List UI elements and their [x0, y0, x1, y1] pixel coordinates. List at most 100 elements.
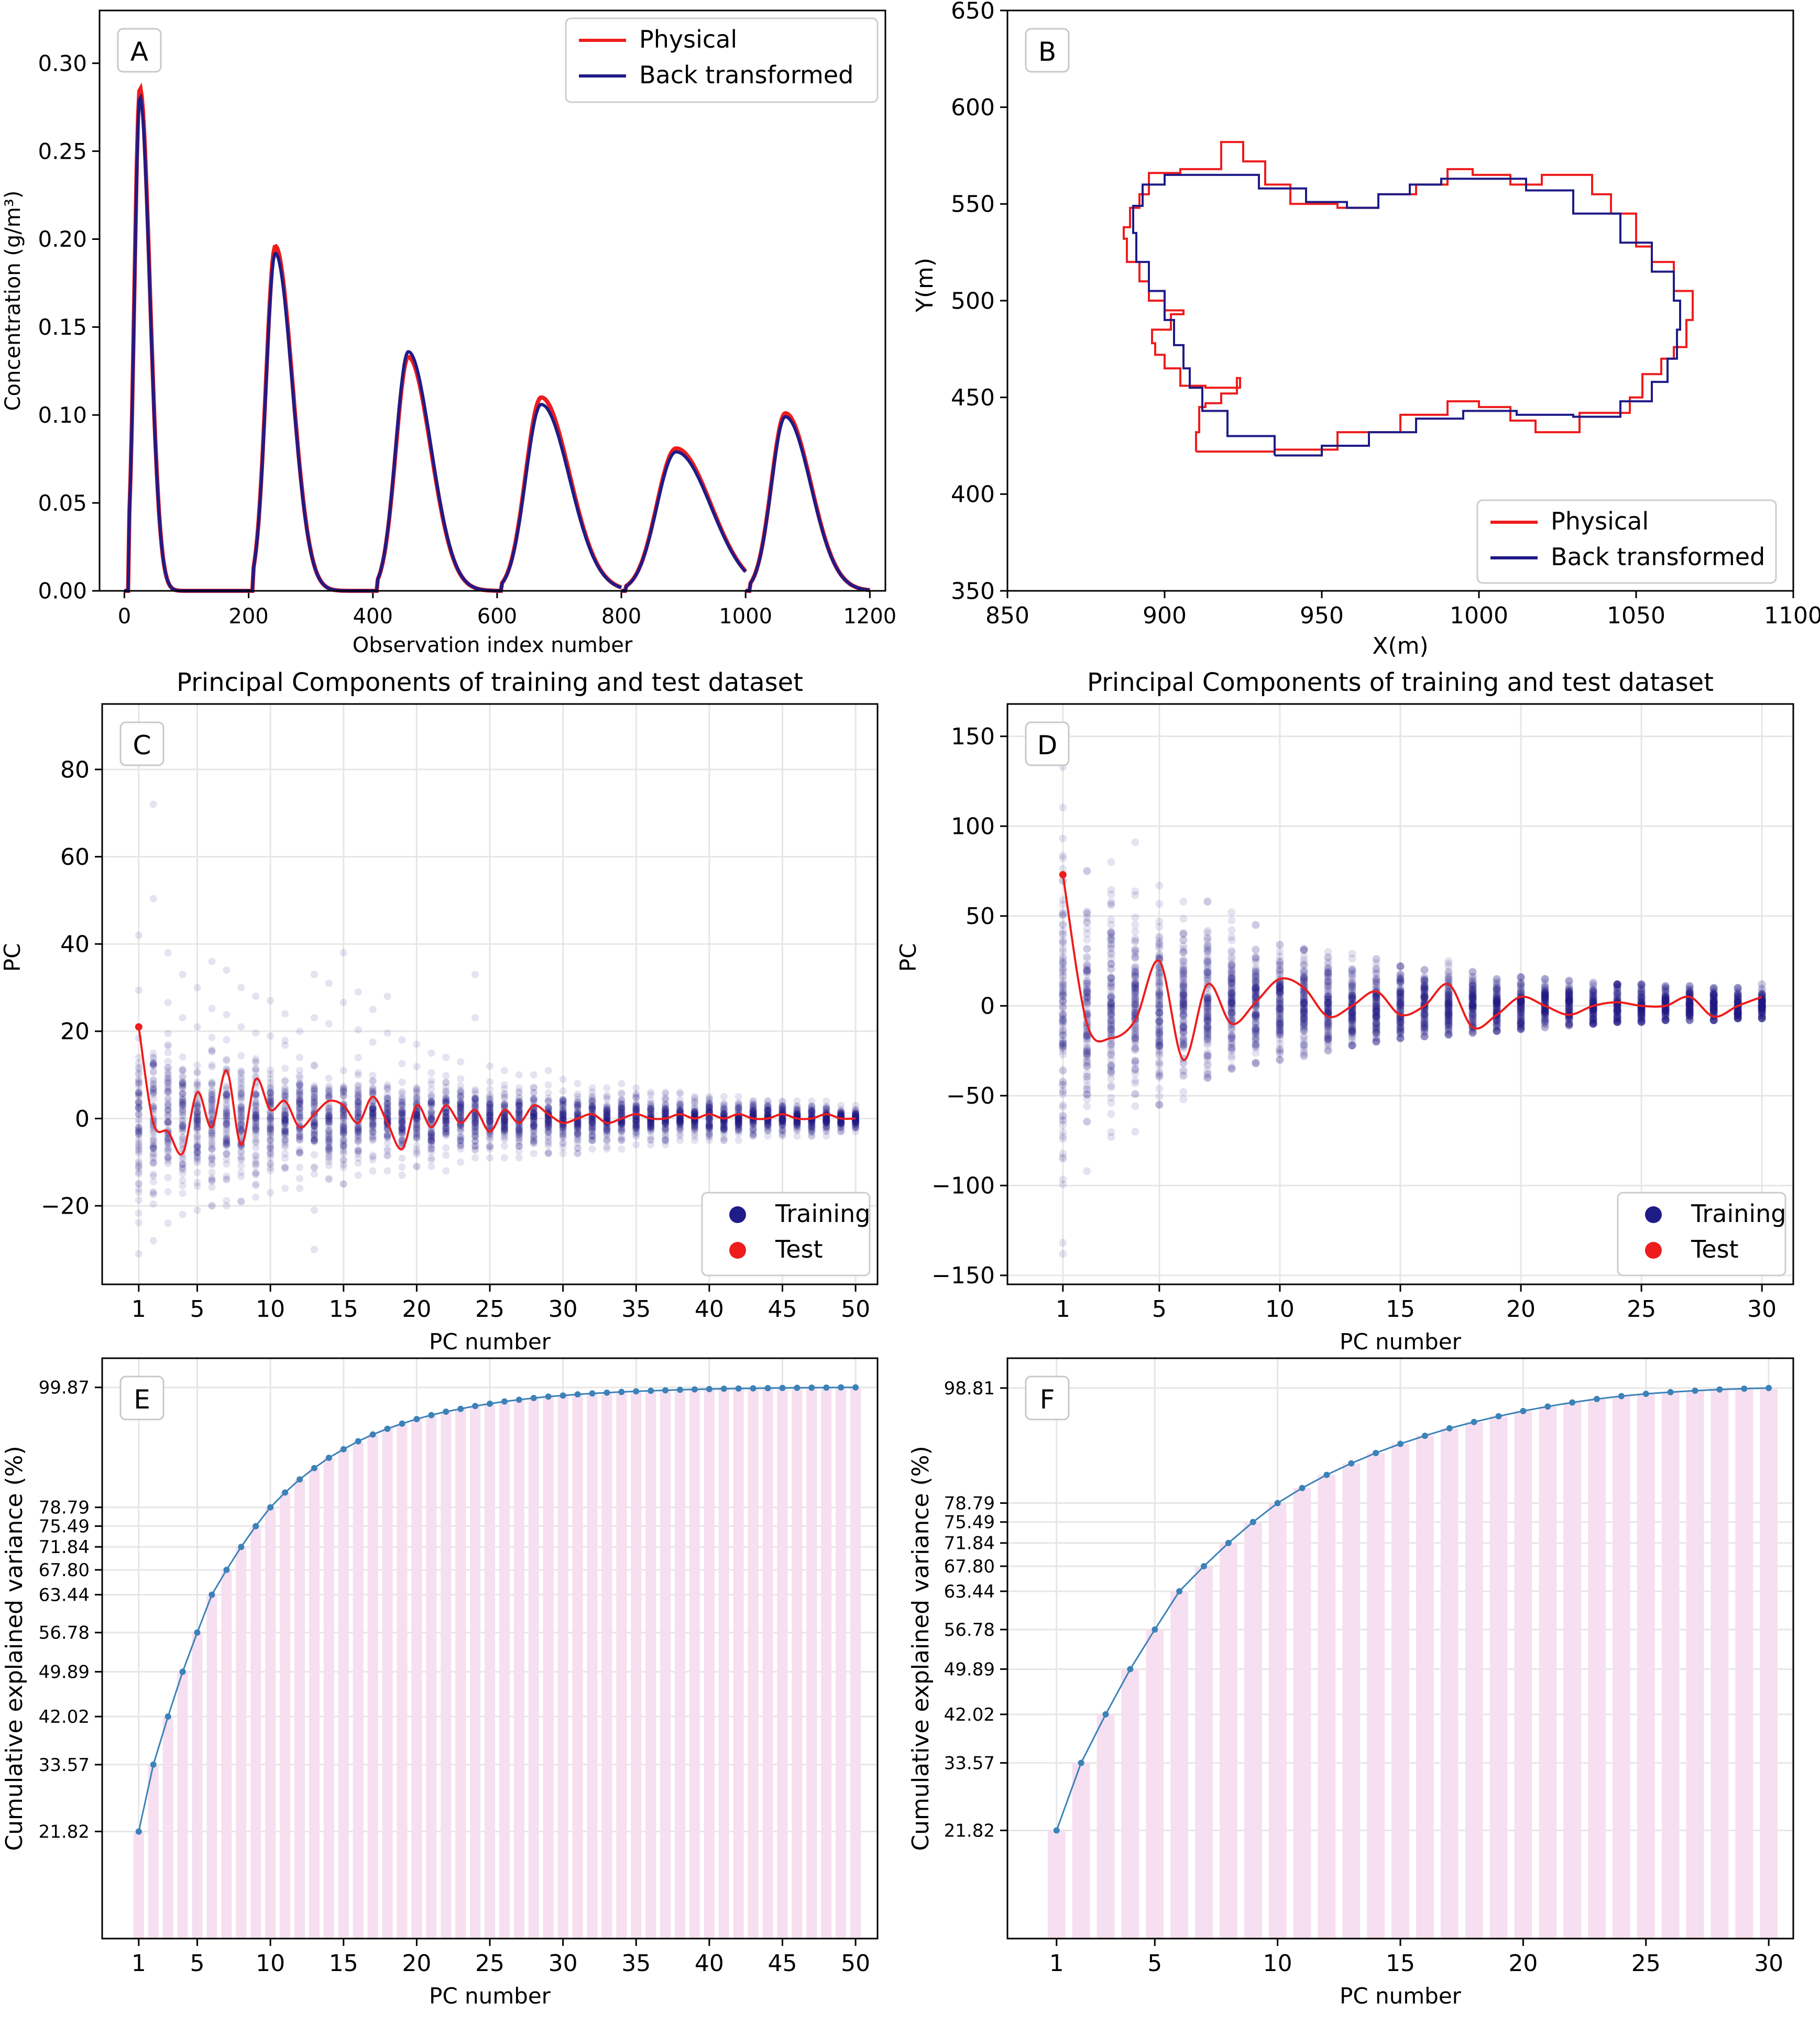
training-point	[164, 1082, 172, 1090]
training-point	[515, 1108, 523, 1116]
training-point	[1107, 998, 1115, 1007]
training-point	[588, 1084, 596, 1092]
training-point	[339, 1160, 347, 1168]
training-point	[267, 1088, 275, 1096]
training-point	[208, 1145, 216, 1153]
training-point	[1083, 867, 1091, 875]
training-point	[193, 1023, 201, 1031]
training-point	[1059, 1047, 1067, 1055]
training-point	[252, 1114, 260, 1121]
training-point	[457, 1088, 465, 1096]
training-point	[179, 1099, 187, 1107]
x-axis-label: Observation index number	[353, 633, 633, 657]
training-point	[179, 1182, 187, 1190]
training-point	[281, 1037, 289, 1044]
training-point	[164, 1120, 172, 1128]
training-point	[618, 1121, 626, 1129]
training-point	[135, 1092, 142, 1099]
training-point	[208, 1100, 216, 1108]
training-point	[267, 1098, 275, 1106]
training-point	[295, 1088, 303, 1096]
training-point	[295, 1091, 303, 1098]
training-point	[164, 1138, 172, 1146]
training-point	[164, 1079, 172, 1086]
y-tick-label: 500	[951, 288, 995, 314]
training-point	[310, 1134, 318, 1142]
training-point	[237, 1120, 245, 1127]
training-point	[223, 1090, 231, 1098]
training-point	[1107, 987, 1115, 995]
legend-swatch	[729, 1206, 746, 1223]
training-point	[383, 1167, 391, 1175]
training-point	[252, 1160, 260, 1168]
training-point	[208, 1110, 216, 1118]
training-point	[281, 1107, 289, 1115]
training-point	[295, 1098, 303, 1106]
training-point	[223, 1109, 231, 1117]
training-point	[164, 1074, 172, 1082]
training-point	[135, 1185, 142, 1193]
training-point	[193, 1206, 201, 1214]
training-point	[281, 1090, 289, 1098]
training-point	[647, 1141, 655, 1149]
training-point	[1179, 955, 1188, 964]
training-point	[164, 1118, 172, 1126]
training-point	[267, 1089, 275, 1097]
training-point	[208, 1138, 216, 1146]
training-point	[135, 1065, 142, 1073]
training-point	[281, 1105, 289, 1113]
training-point	[149, 1083, 157, 1091]
training-point	[603, 1084, 611, 1092]
training-point	[223, 1118, 231, 1126]
training-point	[149, 1103, 157, 1110]
training-point	[193, 1116, 201, 1124]
training-point	[164, 1153, 172, 1161]
training-point	[135, 1128, 142, 1136]
training-point	[164, 1101, 172, 1109]
training-point	[164, 1064, 172, 1072]
training-point	[237, 1088, 245, 1096]
training-point	[295, 1080, 303, 1087]
training-point	[252, 1091, 260, 1098]
training-point	[295, 1096, 303, 1104]
training-point	[237, 1153, 245, 1161]
training-point	[295, 1089, 303, 1097]
training-point	[559, 1075, 567, 1083]
training-point	[486, 1062, 494, 1070]
training-point	[208, 1174, 216, 1182]
training-point	[1083, 1069, 1091, 1077]
training-point	[208, 1130, 216, 1138]
training-point	[281, 1127, 289, 1135]
training-point	[1107, 1094, 1115, 1102]
y-axis-label: PC	[0, 943, 25, 972]
training-point	[457, 1075, 465, 1083]
training-point	[223, 1136, 231, 1144]
training-point	[179, 1079, 187, 1087]
training-point	[149, 1133, 157, 1141]
training-point	[267, 1097, 275, 1105]
training-point	[135, 1146, 142, 1154]
training-point	[164, 1085, 172, 1093]
training-point	[705, 1130, 713, 1138]
training-point	[135, 1091, 142, 1099]
training-point	[149, 1061, 157, 1069]
training-point	[339, 1092, 347, 1100]
training-point	[1155, 917, 1164, 926]
training-point	[544, 1117, 552, 1125]
training-point	[208, 1048, 216, 1055]
training-point	[237, 1052, 245, 1060]
training-point	[325, 1158, 333, 1165]
training-point	[149, 1143, 157, 1151]
x-tick-label: 950	[1300, 602, 1344, 629]
training-point	[208, 1168, 216, 1176]
legend-box	[1476, 499, 1777, 584]
training-point	[1107, 944, 1115, 953]
training-point	[223, 1111, 231, 1119]
training-point	[193, 1157, 201, 1164]
training-point	[705, 1099, 713, 1107]
training-point	[208, 1046, 216, 1054]
training-point	[135, 1089, 142, 1096]
training-point	[339, 1142, 347, 1150]
training-point	[267, 1113, 275, 1121]
training-point	[223, 1135, 231, 1143]
